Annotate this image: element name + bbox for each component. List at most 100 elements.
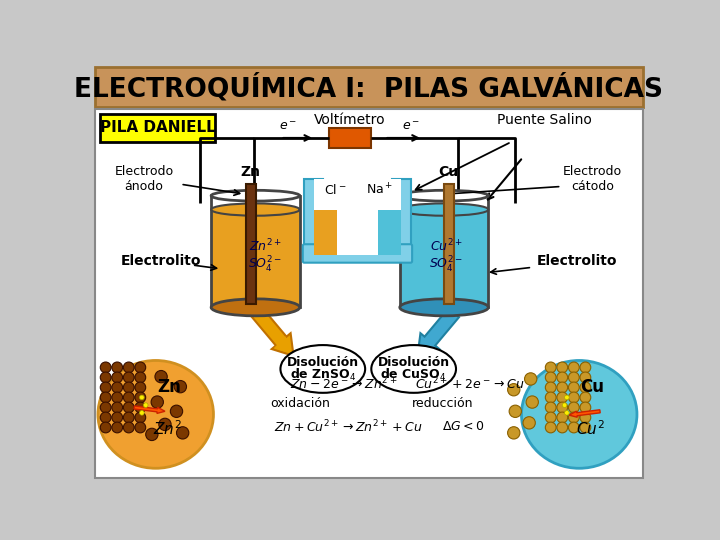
Text: Puente Salino: Puente Salino xyxy=(497,113,592,127)
Circle shape xyxy=(123,422,134,433)
Text: $Zn^{2+}$: $Zn^{2+}$ xyxy=(248,238,282,254)
Circle shape xyxy=(135,402,145,413)
Text: $Cu^{2+} + 2e^- \rightarrow Cu$: $Cu^{2+} + 2e^- \rightarrow Cu$ xyxy=(415,376,525,393)
FancyBboxPatch shape xyxy=(246,184,256,303)
Circle shape xyxy=(580,382,590,393)
Text: ELECTROQUÍMICA I:  PILAS GALVÁNICAS: ELECTROQUÍMICA I: PILAS GALVÁNICAS xyxy=(74,73,664,102)
Circle shape xyxy=(557,412,567,423)
FancyBboxPatch shape xyxy=(303,244,412,262)
Circle shape xyxy=(123,362,134,373)
Circle shape xyxy=(580,412,590,423)
FancyBboxPatch shape xyxy=(211,210,300,307)
Circle shape xyxy=(545,392,556,403)
Circle shape xyxy=(135,362,145,373)
FancyBboxPatch shape xyxy=(95,67,643,107)
Circle shape xyxy=(135,392,145,403)
FancyArrow shape xyxy=(134,406,165,414)
Text: $SO_4^{2-}$: $SO_4^{2-}$ xyxy=(429,255,463,275)
Circle shape xyxy=(100,392,111,403)
Text: $Zn - 2e^- \rightarrow Zn^{2+}$: $Zn - 2e^- \rightarrow Zn^{2+}$ xyxy=(290,376,398,393)
Ellipse shape xyxy=(400,190,488,201)
Text: $SO_4^{2-}$: $SO_4^{2-}$ xyxy=(248,255,282,275)
Text: $Cu^{2+}$: $Cu^{2+}$ xyxy=(430,238,462,254)
Circle shape xyxy=(564,395,570,400)
Circle shape xyxy=(155,370,167,383)
Circle shape xyxy=(176,427,189,439)
Circle shape xyxy=(112,422,122,433)
Circle shape xyxy=(580,392,590,403)
Circle shape xyxy=(112,392,122,403)
FancyBboxPatch shape xyxy=(95,110,643,477)
Circle shape xyxy=(123,412,134,423)
Text: Electrolito: Electrolito xyxy=(121,254,202,268)
FancyBboxPatch shape xyxy=(392,179,410,261)
Text: $\Delta G < 0$: $\Delta G < 0$ xyxy=(442,420,485,433)
Circle shape xyxy=(523,417,535,429)
Text: PILA DANIELL: PILA DANIELL xyxy=(100,120,216,136)
FancyBboxPatch shape xyxy=(444,184,454,303)
Text: de ZnSO$_4$: de ZnSO$_4$ xyxy=(289,367,356,383)
Circle shape xyxy=(100,372,111,383)
Ellipse shape xyxy=(521,361,637,468)
Ellipse shape xyxy=(400,204,488,215)
Text: Zn: Zn xyxy=(240,165,261,179)
Ellipse shape xyxy=(98,361,213,468)
Circle shape xyxy=(123,392,134,403)
Text: $e^-$: $e^-$ xyxy=(279,119,297,132)
Circle shape xyxy=(135,412,145,423)
Ellipse shape xyxy=(400,299,488,316)
Circle shape xyxy=(509,405,521,417)
Ellipse shape xyxy=(372,345,456,393)
Circle shape xyxy=(112,382,122,393)
Circle shape xyxy=(568,362,579,373)
Text: $Zn + Cu^{2+} \rightarrow Zn^{2+} + Cu$: $Zn + Cu^{2+} \rightarrow Zn^{2+} + Cu$ xyxy=(274,418,423,435)
Circle shape xyxy=(545,422,556,433)
Text: Zn: Zn xyxy=(157,377,181,396)
Circle shape xyxy=(545,382,556,393)
Text: Electrodo
ánodo: Electrodo ánodo xyxy=(114,165,174,193)
Circle shape xyxy=(508,383,520,396)
Circle shape xyxy=(174,381,186,393)
Circle shape xyxy=(568,392,579,403)
Text: Voltímetro: Voltímetro xyxy=(314,113,386,127)
Text: Cl$^-$: Cl$^-$ xyxy=(324,183,346,197)
Circle shape xyxy=(545,362,556,373)
Circle shape xyxy=(562,403,567,408)
Circle shape xyxy=(568,372,579,383)
Circle shape xyxy=(545,402,556,413)
Circle shape xyxy=(568,422,579,433)
Text: Disolución: Disolución xyxy=(377,356,450,369)
Circle shape xyxy=(159,418,171,430)
Ellipse shape xyxy=(211,299,300,316)
FancyArrow shape xyxy=(570,410,600,417)
Circle shape xyxy=(140,410,144,415)
Circle shape xyxy=(151,396,163,408)
Circle shape xyxy=(100,362,111,373)
Circle shape xyxy=(508,427,520,439)
FancyBboxPatch shape xyxy=(305,179,323,261)
FancyArrow shape xyxy=(418,308,459,356)
Circle shape xyxy=(112,412,122,423)
Text: $e^-$: $e^-$ xyxy=(402,119,420,132)
Circle shape xyxy=(545,412,556,423)
Circle shape xyxy=(100,382,111,393)
Ellipse shape xyxy=(211,190,300,201)
Circle shape xyxy=(568,402,579,413)
Circle shape xyxy=(557,382,567,393)
Circle shape xyxy=(135,382,145,393)
Circle shape xyxy=(135,372,145,383)
Circle shape xyxy=(100,422,111,433)
Circle shape xyxy=(557,362,567,373)
Text: reducción: reducción xyxy=(411,397,473,410)
Circle shape xyxy=(526,396,539,408)
Text: Disolución: Disolución xyxy=(287,356,359,369)
Circle shape xyxy=(545,372,556,383)
Circle shape xyxy=(123,402,134,413)
Circle shape xyxy=(557,372,567,383)
Text: Electrodo
cátodo: Electrodo cátodo xyxy=(563,165,622,193)
Circle shape xyxy=(123,382,134,393)
Circle shape xyxy=(568,412,579,423)
FancyBboxPatch shape xyxy=(100,114,215,142)
Circle shape xyxy=(171,405,183,417)
Text: de CuSO$_4$: de CuSO$_4$ xyxy=(380,367,447,383)
